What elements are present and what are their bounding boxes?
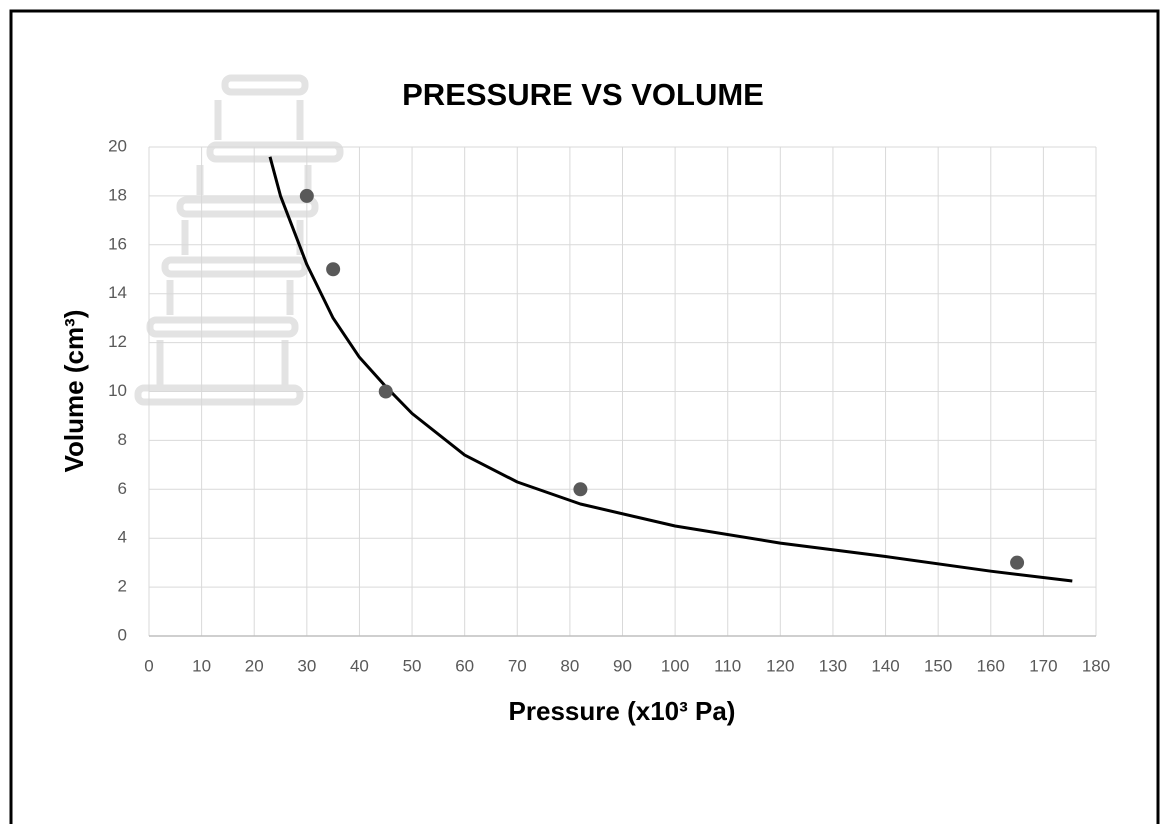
x-tick-label: 30	[297, 656, 316, 675]
x-tick-label: 20	[245, 656, 264, 675]
y-tick-label: 10	[108, 381, 127, 400]
point	[573, 482, 588, 497]
x-tick-label: 120	[766, 656, 794, 675]
y-tick-label: 8	[118, 430, 127, 449]
point	[1010, 555, 1025, 570]
watermark	[134, 74, 344, 406]
y-tick-label: 16	[108, 234, 127, 253]
x-tick-label: 100	[661, 656, 689, 675]
x-tick-label: 110	[714, 656, 741, 675]
y-tick-label: 12	[108, 332, 127, 351]
x-tick-label: 10	[192, 656, 211, 675]
y-tick-label: 6	[118, 479, 127, 498]
point	[326, 262, 341, 277]
x-tick-label: 180	[1082, 656, 1110, 675]
x-tick-label: 150	[924, 656, 952, 675]
x-tick-label: 160	[977, 656, 1005, 675]
y-tick-label: 14	[108, 283, 127, 302]
point	[378, 384, 393, 399]
frame	[9, 9, 1160, 824]
x-tick-label: 80	[560, 656, 579, 675]
x-tick-label: 0	[144, 656, 153, 675]
x-tick-label: 140	[871, 656, 899, 675]
x-tick-label: 70	[508, 656, 527, 675]
chart-title: PRESSURE VS VOLUME	[402, 77, 764, 112]
y-tick-label: 2	[118, 577, 127, 596]
x-tick-label: 50	[403, 656, 422, 675]
x-tick-label: 60	[455, 656, 474, 675]
x-tick-label: 130	[819, 656, 847, 675]
trendline	[268, 156, 1073, 583]
x-tick-label: 90	[613, 656, 632, 675]
x-axis-title: Pressure (x10³ Pa)	[509, 696, 736, 726]
x-tick-label: 40	[350, 656, 369, 675]
x-tick-label: 170	[1029, 656, 1057, 675]
y-tick-label: 20	[108, 136, 127, 155]
y-tick-label: 4	[118, 528, 127, 547]
point	[299, 188, 314, 203]
y-axis-title: Volume (cm³)	[59, 310, 89, 473]
y-tick-label: 0	[118, 625, 127, 644]
y-tick-label: 18	[108, 185, 127, 204]
